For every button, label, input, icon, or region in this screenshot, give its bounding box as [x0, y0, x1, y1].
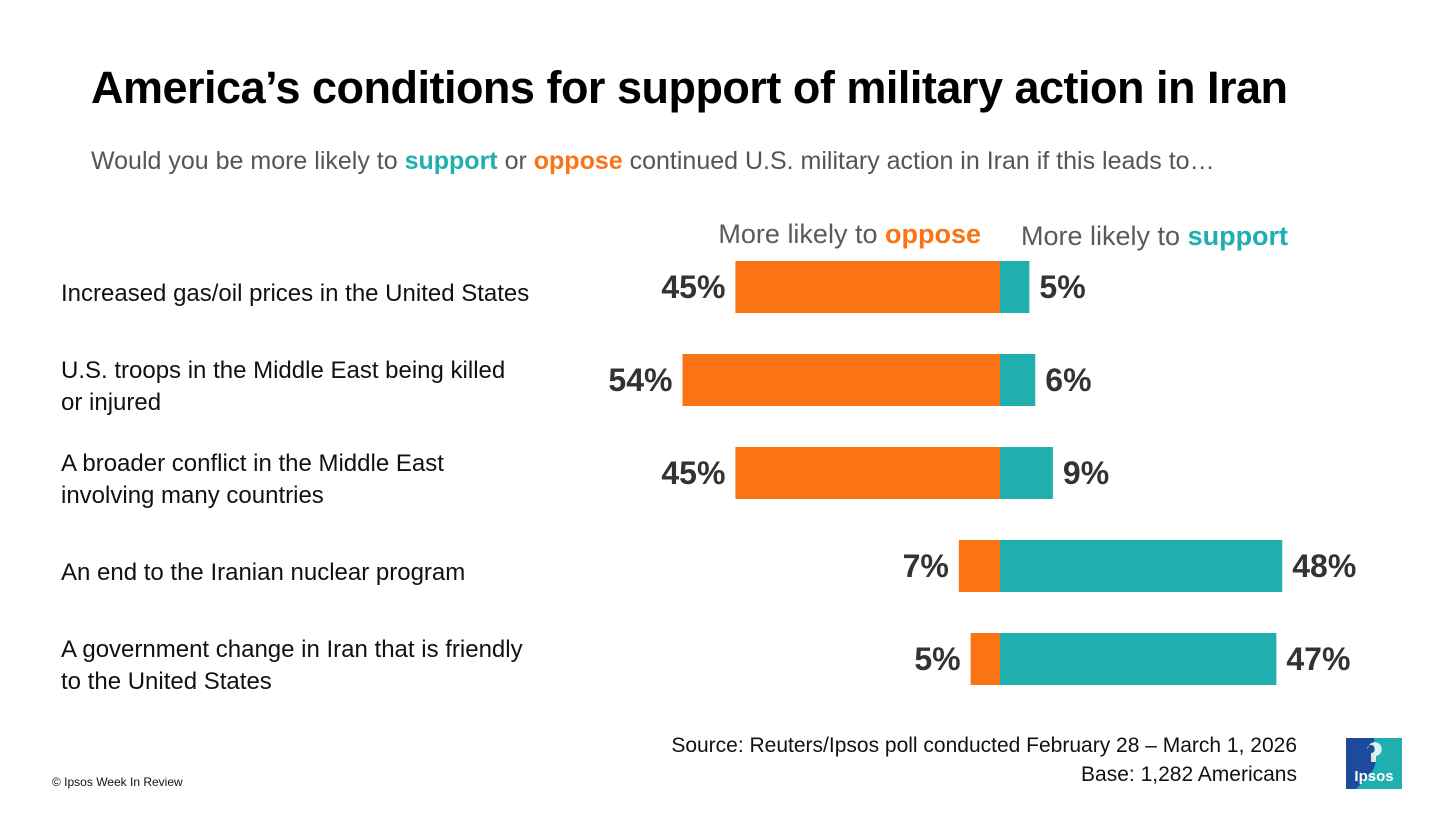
bar-support-gas-prices	[1000, 261, 1030, 313]
logo-teal-shape	[1356, 738, 1402, 789]
bar-oppose-government-change	[970, 633, 1000, 685]
value-label-support-gas-prices: 5%	[1039, 269, 1085, 305]
value-label-oppose-nuclear-program: 7%	[903, 548, 949, 584]
bar-support-nuclear-program	[1000, 540, 1283, 592]
legend-support: More likely to support	[1021, 221, 1288, 251]
value-label-oppose-gas-prices: 45%	[661, 269, 725, 305]
value-label-support-troops: 6%	[1045, 362, 1091, 398]
value-label-oppose-troops: 54%	[608, 362, 672, 398]
bar-support-government-change	[1000, 633, 1277, 685]
logo-text: Ipsos	[1354, 768, 1393, 785]
chart-subtitle: Would you be more likely to support or o…	[91, 147, 1215, 176]
legend-support-word: support	[1188, 221, 1289, 251]
category-label-broader-conflict: A broader conflict in the Middle East in…	[61, 450, 444, 509]
ipsos-logo: Ipsos	[1346, 738, 1402, 789]
value-label-oppose-broader-conflict: 45%	[661, 455, 725, 491]
legend-oppose-word: oppose	[885, 219, 981, 249]
category-label-gas-prices: Increased gas/oil prices in the United S…	[61, 280, 530, 307]
value-label-oppose-government-change: 5%	[914, 641, 960, 677]
bar-oppose-troops	[682, 354, 1000, 406]
source-note: Source: Reuters/Ipsos poll conducted Feb…	[671, 731, 1297, 789]
legend-support-prefix: More likely to	[1021, 221, 1188, 251]
category-label-nuclear-program: An end to the Iranian nuclear program	[61, 559, 466, 586]
category-label-troops: U.S. troops in the Middle East being kil…	[61, 357, 506, 416]
legend-oppose: More likely to oppose	[718, 219, 981, 249]
logo-head-mark	[1367, 742, 1382, 762]
bar-support-troops	[1000, 354, 1036, 406]
bar-oppose-gas-prices	[735, 261, 1000, 313]
bar-oppose-broader-conflict	[735, 447, 1000, 499]
value-label-support-nuclear-program: 48%	[1292, 548, 1356, 584]
value-label-support-broader-conflict: 9%	[1063, 455, 1109, 491]
subtitle-text-post: continued U.S. military action in Iran i…	[622, 147, 1215, 175]
source-line-2: Base: 1,282 Americans	[1081, 763, 1297, 786]
legend-oppose-prefix: More likely to	[718, 219, 885, 249]
category-label-government-change: A government change in Iran that is frie…	[61, 636, 523, 695]
value-label-support-government-change: 47%	[1286, 641, 1350, 677]
subtitle-text-pre: Would you be more likely to	[91, 147, 405, 175]
bar-support-broader-conflict	[1000, 447, 1053, 499]
bar-oppose-nuclear-program	[958, 540, 1000, 592]
copyright-note: © Ipsos Week In Review	[52, 775, 183, 789]
subtitle-keyword-oppose: oppose	[533, 147, 623, 175]
source-line-1: Source: Reuters/Ipsos poll conducted Feb…	[671, 734, 1297, 757]
subtitle-text-mid: or	[497, 147, 534, 175]
subtitle-keyword-support: support	[404, 147, 498, 175]
chart-title: America’s conditions for support of mili…	[91, 62, 1288, 113]
